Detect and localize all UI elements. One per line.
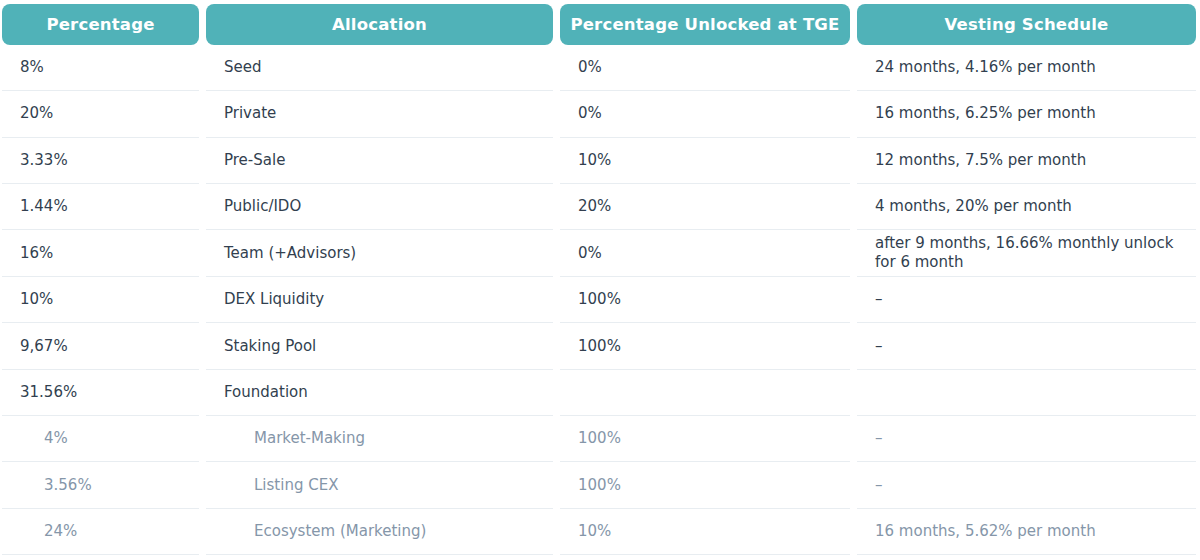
table-row: 1.44% Public/IDO 20% 4 months, 20% per m…	[2, 184, 1197, 230]
cell-allocation: Team (+Advisors)	[206, 230, 553, 277]
table-row: 4% Market-Making 100% –	[2, 416, 1197, 462]
column-header-percentage: Percentage	[2, 4, 199, 45]
cell-vesting: 12 months, 7.5% per month	[857, 138, 1196, 184]
cell-percentage: 9,67%	[2, 323, 199, 369]
cell-allocation: DEX Liquidity	[206, 277, 553, 323]
table-body: 8% Seed 0% 24 months, 4.16% per month 20…	[2, 45, 1197, 555]
cell-tge: 100%	[560, 462, 850, 508]
cell-vesting: –	[857, 462, 1196, 508]
cell-tge: 20%	[560, 184, 850, 230]
cell-percentage: 31.56%	[2, 370, 199, 416]
column-header-allocation: Allocation	[206, 4, 553, 45]
cell-allocation: Pre-Sale	[206, 138, 553, 184]
cell-tge: 10%	[560, 138, 850, 184]
cell-tge: 100%	[560, 416, 850, 462]
cell-vesting: 16 months, 6.25% per month	[857, 91, 1196, 137]
cell-tge: 100%	[560, 277, 850, 323]
cell-percentage: 3.56%	[2, 462, 199, 508]
cell-tge	[560, 370, 850, 416]
cell-allocation: Seed	[206, 45, 553, 91]
cell-tge: 0%	[560, 91, 850, 137]
table-row: 3.33% Pre-Sale 10% 12 months, 7.5% per m…	[2, 138, 1197, 184]
cell-percentage: 10%	[2, 277, 199, 323]
cell-percentage: 24%	[2, 509, 199, 555]
cell-percentage: 16%	[2, 230, 199, 277]
table-row: 20% Private 0% 16 months, 6.25% per mont…	[2, 91, 1197, 137]
cell-tge: 0%	[560, 45, 850, 91]
cell-allocation: Staking Pool	[206, 323, 553, 369]
table-row: 9,67% Staking Pool 100% –	[2, 323, 1197, 369]
table-row: 24% Ecosystem (Marketing) 10% 16 months,…	[2, 509, 1197, 555]
table-row: 16% Team (+Advisors) 0% after 9 months, …	[2, 230, 1197, 277]
cell-allocation: Ecosystem (Marketing)	[206, 509, 553, 555]
cell-vesting: 16 months, 5.62% per month	[857, 509, 1196, 555]
cell-percentage: 4%	[2, 416, 199, 462]
cell-vesting: after 9 months, 16.66% monthly unlock fo…	[857, 230, 1196, 277]
table-row: 31.56% Foundation	[2, 370, 1197, 416]
cell-tge: 0%	[560, 230, 850, 277]
cell-vesting: –	[857, 277, 1196, 323]
cell-allocation: Public/IDO	[206, 184, 553, 230]
cell-allocation: Foundation	[206, 370, 553, 416]
table-row: 8% Seed 0% 24 months, 4.16% per month	[2, 45, 1197, 91]
cell-vesting: 24 months, 4.16% per month	[857, 45, 1196, 91]
column-header-vesting: Vesting Schedule	[857, 4, 1196, 45]
cell-vesting: –	[857, 416, 1196, 462]
cell-vesting: –	[857, 323, 1196, 369]
table-row: 3.56% Listing CEX 100% –	[2, 462, 1197, 508]
cell-tge: 100%	[560, 323, 850, 369]
column-header-tge: Percentage Unlocked at TGE	[560, 4, 850, 45]
table-row: 10% DEX Liquidity 100% –	[2, 277, 1197, 323]
cell-vesting	[857, 370, 1196, 416]
cell-allocation: Listing CEX	[206, 462, 553, 508]
cell-vesting: 4 months, 20% per month	[857, 184, 1196, 230]
cell-percentage: 8%	[2, 45, 199, 91]
cell-allocation: Private	[206, 91, 553, 137]
tokenomics-table: Percentage Allocation Percentage Unlocke…	[2, 4, 1197, 555]
cell-percentage: 1.44%	[2, 184, 199, 230]
cell-tge: 10%	[560, 509, 850, 555]
cell-percentage: 3.33%	[2, 138, 199, 184]
cell-percentage: 20%	[2, 91, 199, 137]
cell-allocation: Market-Making	[206, 416, 553, 462]
table-header-row: Percentage Allocation Percentage Unlocke…	[2, 4, 1197, 45]
